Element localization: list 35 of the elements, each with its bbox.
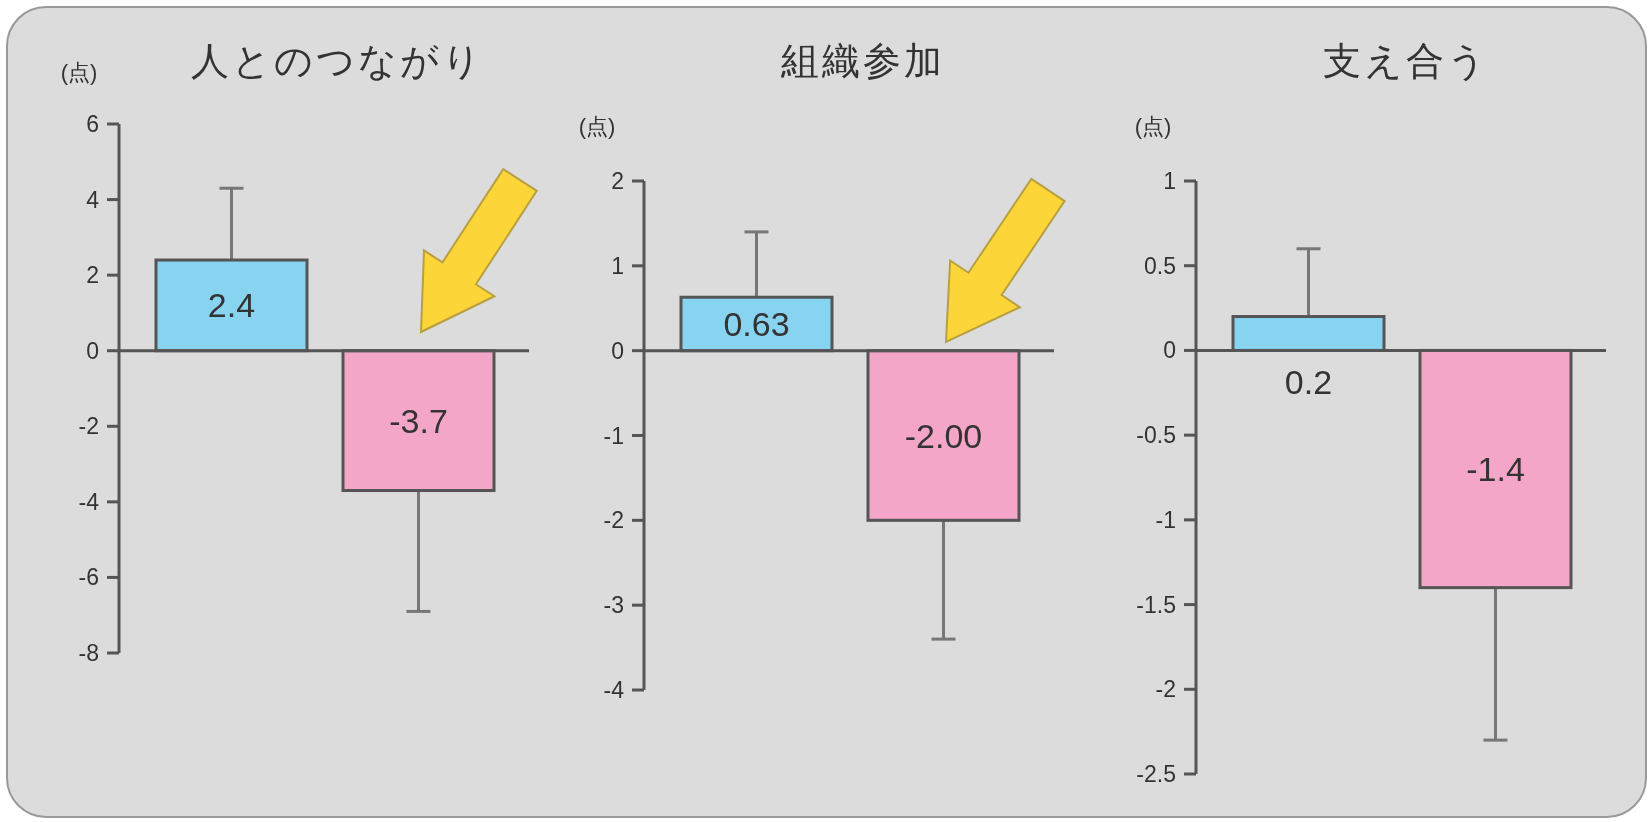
y-tick-label: 1 bbox=[1163, 168, 1176, 194]
y-tick-label: 4 bbox=[86, 186, 100, 213]
data-label: -3.7 bbox=[389, 401, 448, 440]
y-tick-label: 6 bbox=[86, 111, 99, 137]
y-tick-label: -1 bbox=[603, 422, 624, 449]
data-label: -2.00 bbox=[904, 416, 983, 455]
chart-title: 支え合う bbox=[1323, 40, 1489, 82]
y-tick-label: -1.5 bbox=[1136, 591, 1176, 618]
data-label: 0.63 bbox=[723, 304, 790, 343]
y-tick-label: -8 bbox=[78, 640, 99, 666]
y-axis-title: (点) bbox=[1134, 114, 1172, 139]
y-axis-title: (点) bbox=[60, 60, 98, 85]
data-label: 0.2 bbox=[1284, 363, 1333, 402]
y-tick-label: -2 bbox=[78, 413, 99, 440]
y-tick-label: 2 bbox=[611, 168, 624, 194]
y-tick-label: -2 bbox=[603, 507, 624, 534]
y-tick-label: 0.5 bbox=[1144, 252, 1176, 279]
y-tick-label: -0.5 bbox=[1136, 422, 1176, 449]
y-tick-label: -4 bbox=[78, 488, 100, 515]
y-tick-label: -6 bbox=[78, 564, 99, 591]
y-tick-label: -3 bbox=[603, 592, 624, 619]
y-tick-label: 0 bbox=[611, 337, 624, 364]
y-tick-label: -1 bbox=[1155, 506, 1176, 533]
y-tick-label: 0 bbox=[1163, 337, 1176, 364]
chart-title: 人とのつながり bbox=[190, 40, 484, 82]
y-axis-title: (点) bbox=[578, 114, 616, 139]
data-label: 2.4 bbox=[207, 286, 256, 325]
chart-title: 組織参加 bbox=[780, 40, 945, 82]
y-tick-label: -2.5 bbox=[1136, 761, 1176, 787]
data-label: -1.4 bbox=[1466, 450, 1525, 489]
y-tick-label: 0 bbox=[86, 337, 99, 364]
y-tick-label: -4 bbox=[603, 677, 625, 703]
y-tick-label: -2 bbox=[1155, 676, 1176, 703]
y-tick-label: 1 bbox=[611, 252, 624, 279]
y-tick-label: 2 bbox=[86, 262, 99, 289]
